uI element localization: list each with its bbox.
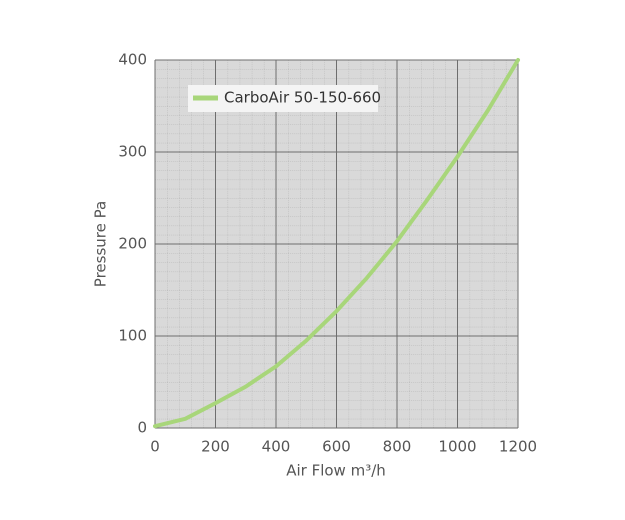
data-line	[153, 58, 520, 429]
legend-box	[188, 85, 378, 112]
y-tick-label: 300	[118, 143, 147, 161]
x-tick-label: 800	[383, 438, 412, 456]
x-tick-label: 600	[322, 438, 351, 456]
x-tick-label: 1200	[499, 438, 537, 456]
y-tick-label: 400	[118, 51, 147, 69]
marks	[153, 58, 520, 429]
legend-label: CarboAir 50-150-660	[224, 89, 381, 107]
x-tick-label: 1000	[438, 438, 476, 456]
x-tick-label: 200	[201, 438, 230, 456]
x-tick-label: 0	[150, 438, 160, 456]
x-tick-label: 400	[262, 438, 291, 456]
y-tick-label: 0	[137, 419, 147, 437]
y-tick-label: 100	[118, 327, 147, 345]
y-tick-label: 200	[118, 235, 147, 253]
x-axis-label: Air Flow m³/h	[286, 462, 386, 480]
y-axis-label: Pressure Pa	[92, 201, 110, 287]
